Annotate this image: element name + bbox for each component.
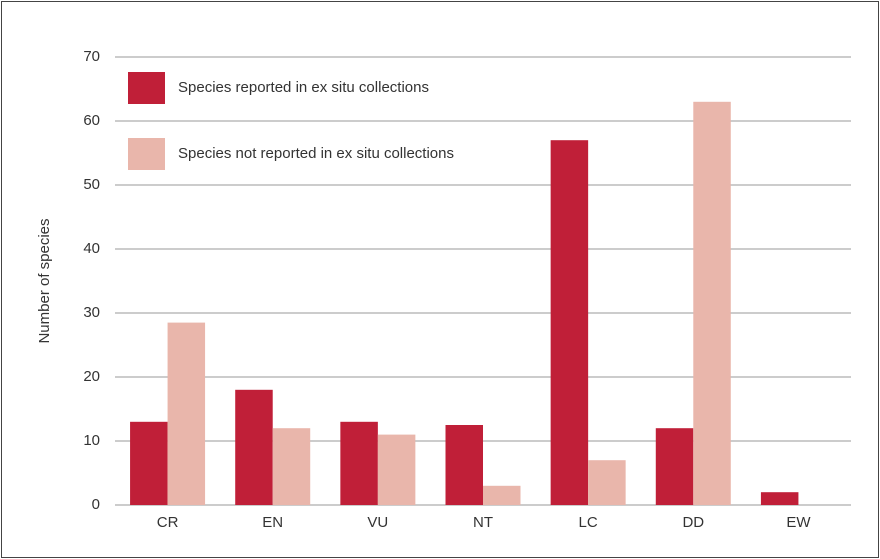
y-tick-label: 30 — [83, 304, 100, 321]
x-tick-label: EN — [262, 514, 283, 531]
y-tick-label: 50 — [83, 176, 100, 193]
y-tick-label: 0 — [92, 496, 100, 513]
legend-label: Species reported in ex situ collections — [178, 79, 429, 96]
bar — [377, 434, 416, 505]
y-tick-label: 40 — [83, 240, 100, 257]
y-tick-label: 60 — [83, 112, 100, 129]
bar — [483, 485, 521, 505]
x-tick-label: CR — [157, 514, 179, 531]
bar — [655, 428, 694, 505]
x-tick-label: DD — [682, 514, 704, 531]
y-tick-label: 70 — [83, 48, 100, 65]
x-tick-label: VU — [367, 514, 388, 531]
bar — [760, 492, 799, 505]
bar — [340, 421, 378, 505]
bar — [272, 428, 311, 505]
legend-swatch — [128, 72, 165, 104]
legend-label: Species not reported in ex situ collecti… — [178, 145, 454, 162]
bar — [550, 140, 589, 505]
legend-swatch — [128, 138, 165, 170]
bar — [693, 101, 731, 506]
y-tick-label: 20 — [83, 368, 100, 385]
x-tick-label: NT — [473, 514, 493, 531]
x-tick-label: LC — [579, 514, 598, 531]
bar — [588, 460, 626, 505]
y-tick-label: 10 — [83, 432, 100, 449]
bar — [130, 421, 168, 505]
x-tick-label: EW — [786, 514, 811, 531]
y-axis-label: Number of species — [36, 218, 53, 343]
bar — [167, 322, 206, 505]
bar — [445, 425, 483, 505]
bar — [235, 389, 273, 505]
